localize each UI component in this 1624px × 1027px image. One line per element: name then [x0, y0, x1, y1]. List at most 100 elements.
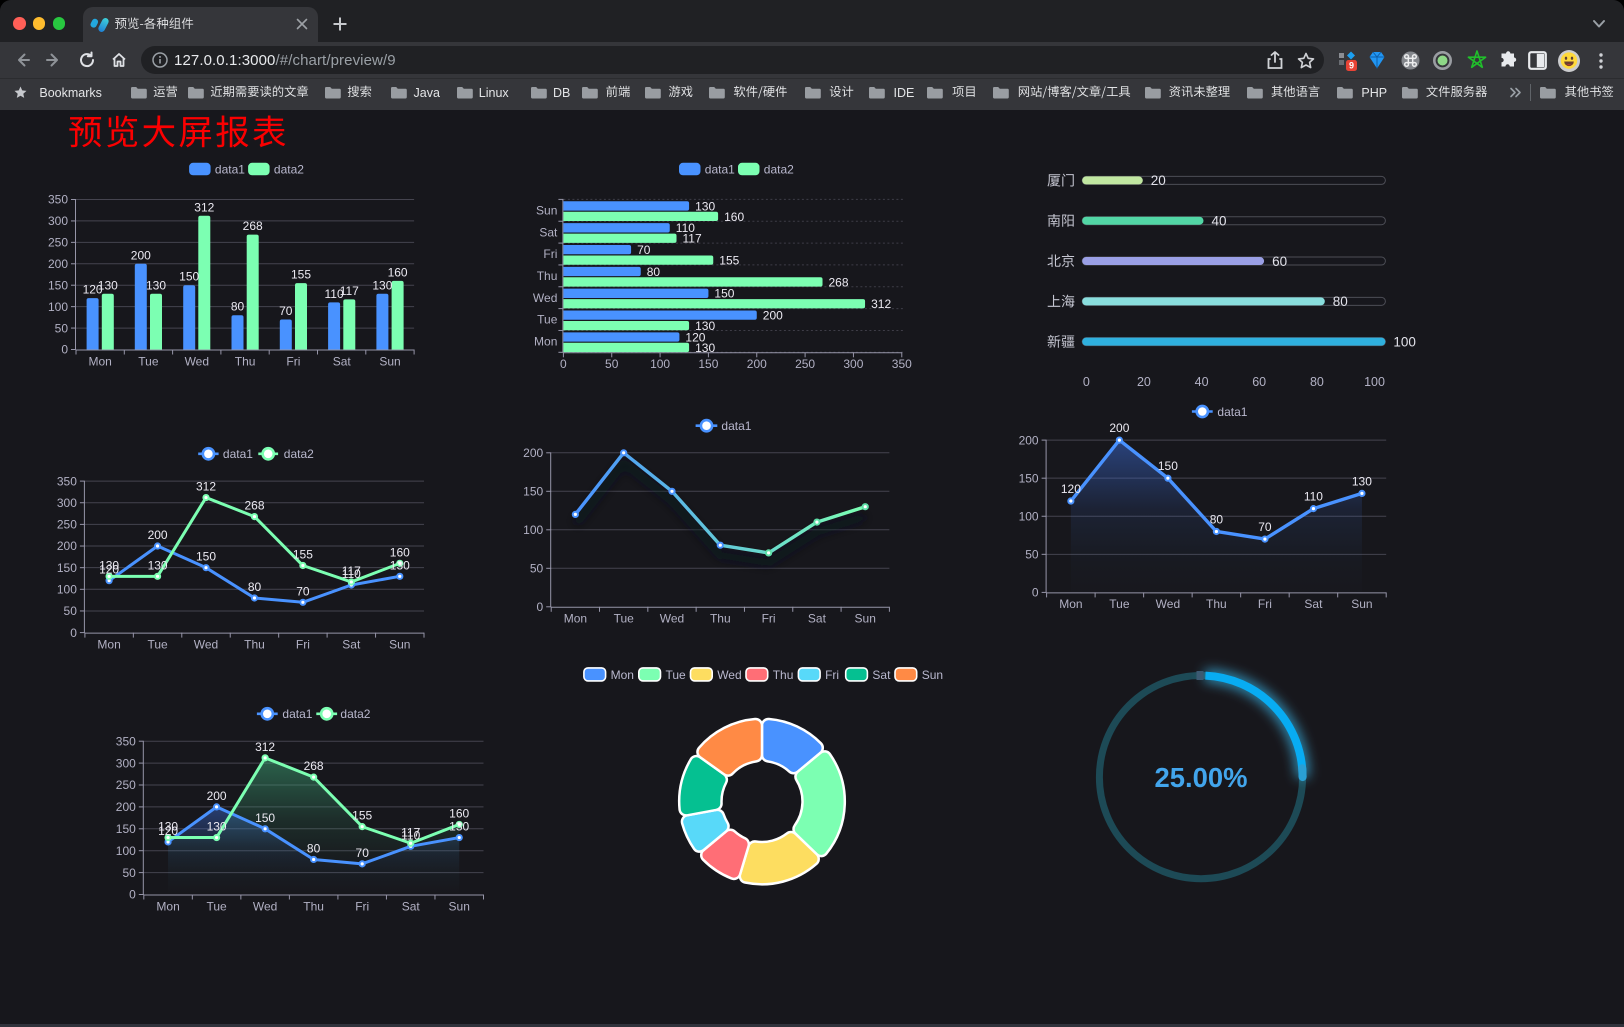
svg-text:110: 110	[1304, 490, 1323, 504]
svg-text:70: 70	[356, 846, 370, 860]
svg-text:Thu: Thu	[303, 899, 324, 913]
svg-text:Wed: Wed	[185, 354, 209, 368]
svg-text:50: 50	[122, 866, 136, 880]
svg-text:Mon: Mon	[156, 899, 179, 913]
svg-text:100: 100	[1364, 375, 1385, 389]
svg-text:268: 268	[829, 275, 849, 289]
svg-text:50: 50	[1025, 548, 1039, 562]
svg-text:130: 130	[390, 558, 410, 572]
svg-text:Tue: Tue	[1109, 597, 1130, 611]
svg-text:120: 120	[685, 330, 705, 344]
svg-text:50: 50	[55, 321, 69, 335]
svg-text:200: 200	[1019, 433, 1039, 447]
svg-text:Sun: Sun	[379, 354, 400, 368]
svg-text:40: 40	[1195, 375, 1209, 389]
svg-text:117: 117	[683, 232, 702, 246]
svg-text:120: 120	[99, 563, 119, 577]
svg-text:130: 130	[207, 820, 227, 834]
svg-text:130: 130	[695, 341, 715, 355]
svg-text:Wed: Wed	[253, 899, 277, 913]
svg-text:80: 80	[1310, 375, 1324, 389]
svg-text:150: 150	[57, 561, 77, 575]
svg-text:200: 200	[763, 309, 783, 323]
svg-text:350: 350	[48, 193, 68, 207]
svg-text:100: 100	[650, 357, 670, 371]
svg-text:110: 110	[676, 221, 695, 235]
svg-text:100: 100	[48, 300, 68, 314]
svg-text:25.00%: 25.00%	[1155, 762, 1248, 793]
svg-text:80: 80	[1210, 513, 1224, 527]
svg-text:130: 130	[449, 820, 469, 834]
svg-text:Sun: Sun	[389, 637, 410, 651]
svg-text:200: 200	[48, 257, 68, 271]
svg-text:160: 160	[390, 545, 410, 559]
svg-text:117: 117	[340, 284, 359, 298]
svg-text:200: 200	[747, 357, 767, 371]
svg-text:0: 0	[70, 626, 77, 640]
svg-text:268: 268	[243, 219, 263, 233]
svg-text:Sun: Sun	[1351, 597, 1372, 611]
svg-text:100: 100	[116, 844, 136, 858]
svg-text:80: 80	[248, 580, 262, 594]
svg-text:130: 130	[695, 199, 715, 213]
svg-text:110: 110	[342, 567, 361, 581]
svg-text:200: 200	[116, 800, 136, 814]
svg-text:312: 312	[194, 200, 214, 214]
svg-text:Fri: Fri	[762, 612, 776, 626]
svg-text:120: 120	[83, 283, 103, 297]
svg-text:268: 268	[304, 759, 324, 773]
svg-text:300: 300	[48, 214, 68, 228]
svg-text:Sun: Sun	[449, 899, 470, 913]
svg-text:80: 80	[647, 265, 661, 279]
svg-text:Thu: Thu	[710, 612, 731, 626]
svg-text:Sat: Sat	[333, 354, 352, 368]
svg-text:0: 0	[61, 343, 68, 357]
svg-text:160: 160	[724, 210, 744, 224]
svg-text:200: 200	[57, 539, 77, 553]
svg-text:130: 130	[146, 278, 166, 292]
svg-text:312: 312	[196, 480, 216, 494]
svg-text:120: 120	[158, 824, 178, 838]
svg-text:150: 150	[48, 278, 68, 292]
svg-text:100: 100	[57, 583, 77, 597]
svg-text:200: 200	[523, 446, 543, 460]
svg-text:Mon: Mon	[97, 637, 120, 651]
svg-text:100: 100	[1393, 335, 1416, 350]
svg-text:80: 80	[307, 842, 321, 856]
svg-text:20: 20	[1137, 375, 1151, 389]
svg-text:Tue: Tue	[537, 313, 558, 327]
svg-text:40: 40	[1212, 214, 1227, 229]
svg-text:50: 50	[605, 357, 619, 371]
svg-text:110: 110	[401, 828, 420, 842]
svg-text:250: 250	[116, 778, 136, 792]
svg-text:80: 80	[1333, 294, 1348, 309]
svg-text:Wed: Wed	[717, 668, 741, 682]
svg-text:150: 150	[116, 822, 136, 836]
svg-text:data2: data2	[284, 447, 314, 461]
svg-text:Fri: Fri	[296, 637, 310, 651]
svg-text:Thu: Thu	[537, 269, 558, 283]
svg-text:150: 150	[179, 270, 199, 284]
svg-text:Sat: Sat	[342, 637, 361, 651]
svg-text:300: 300	[843, 357, 863, 371]
svg-text:200: 200	[1109, 421, 1129, 435]
svg-text:Tue: Tue	[206, 899, 227, 913]
svg-text:70: 70	[1258, 520, 1272, 534]
svg-text:Thu: Thu	[773, 668, 794, 682]
svg-text:155: 155	[291, 268, 311, 282]
svg-text:Fri: Fri	[543, 247, 557, 261]
svg-text:Thu: Thu	[235, 354, 256, 368]
svg-text:250: 250	[48, 236, 68, 250]
svg-text:data1: data1	[223, 447, 253, 461]
svg-text:data2: data2	[764, 162, 794, 176]
svg-text:Wed: Wed	[1156, 597, 1180, 611]
svg-text:130: 130	[1352, 474, 1372, 488]
svg-text:0: 0	[1032, 586, 1039, 600]
svg-text:250: 250	[795, 357, 815, 371]
svg-text:155: 155	[719, 253, 739, 267]
svg-text:60: 60	[1252, 375, 1266, 389]
svg-text:Sat: Sat	[872, 668, 891, 682]
svg-text:Sat: Sat	[1304, 597, 1323, 611]
svg-text:300: 300	[57, 496, 77, 510]
svg-text:Tue: Tue	[666, 668, 687, 682]
